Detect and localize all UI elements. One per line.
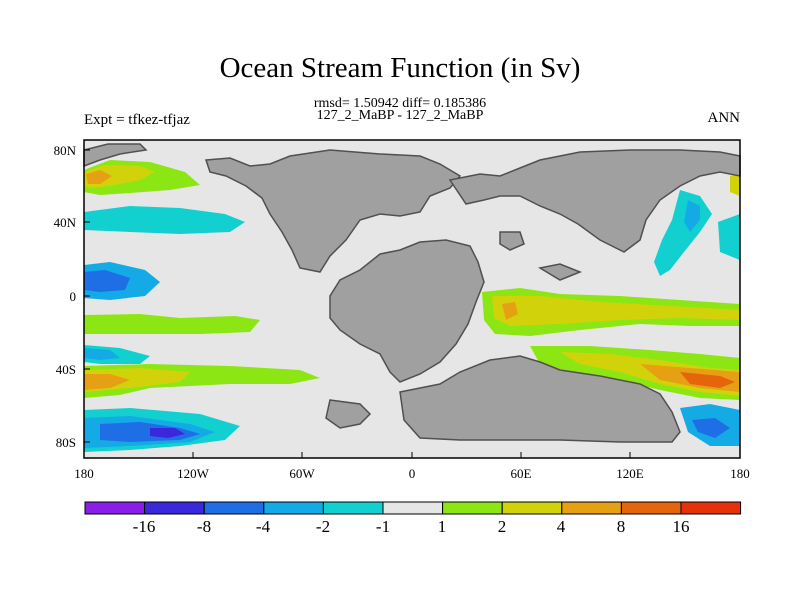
land-patch xyxy=(204,149,462,273)
field-patch xyxy=(86,170,112,184)
field-patch xyxy=(684,200,700,232)
field-patch xyxy=(492,296,740,326)
colorbar-label: -1 xyxy=(376,517,390,536)
x-tick-label: 180 xyxy=(730,466,750,481)
field-patch xyxy=(692,418,730,438)
colorbar-swatch xyxy=(620,501,682,515)
x-tick-label: 60W xyxy=(289,466,315,481)
x-axis-ticks xyxy=(83,452,741,458)
subtitle: 127_2_MaBP - 127_2_MaBP xyxy=(316,108,484,123)
land-patch xyxy=(448,149,741,253)
y-tick-label: 40N xyxy=(54,215,77,230)
colorbar-swatch xyxy=(322,501,384,515)
colorbar-label: -2 xyxy=(316,517,330,536)
y-tick-label: 80S xyxy=(56,435,76,450)
map-title: Ocean Stream Function (in Sv) xyxy=(219,52,581,84)
y-tick-label: 40S xyxy=(56,362,76,377)
land-patch xyxy=(537,263,583,281)
field-patch xyxy=(84,206,245,234)
y-tick-label: 0 xyxy=(70,289,77,304)
land-patch xyxy=(329,239,485,383)
x-tick-label: 120W xyxy=(177,466,210,481)
y-axis-labels: 80N 40N 0 40S 80S xyxy=(54,143,77,450)
colorbar-swatch xyxy=(84,501,146,515)
x-tick-label: 180 xyxy=(74,466,94,481)
field-patch xyxy=(150,428,185,438)
field-patch xyxy=(84,348,120,360)
colorbar-label: 8 xyxy=(617,517,626,536)
colorbar-swatch xyxy=(501,501,563,515)
colorbar-label: 16 xyxy=(673,517,690,536)
colorbar-swatch xyxy=(561,501,622,515)
field-patch xyxy=(84,374,130,390)
colorbar-label: -16 xyxy=(133,517,156,536)
y-tick-label: 80N xyxy=(54,143,77,158)
land-patch xyxy=(325,399,372,429)
field-patch xyxy=(84,270,130,292)
x-tick-label: 0 xyxy=(409,466,416,481)
stats-line: rmsd= 1.50942 diff= 0.185386 xyxy=(313,96,487,111)
colorbar-label: -4 xyxy=(256,517,271,536)
colorbar-label: 2 xyxy=(498,517,507,536)
colorbar-label: 4 xyxy=(557,517,566,536)
x-axis-labels: 180 120W 60W 0 60E 120E 180 xyxy=(74,466,750,481)
field-patch xyxy=(680,372,735,388)
field-patch xyxy=(502,302,518,320)
colorbar-swatch xyxy=(203,501,265,515)
colorbar-swatch xyxy=(382,501,444,515)
colorbar-swatch xyxy=(144,501,205,515)
land-patch xyxy=(399,355,681,443)
field-patch xyxy=(730,174,740,196)
x-tick-label: 120E xyxy=(616,466,644,481)
colorbar-swatch xyxy=(263,501,324,515)
land-patch xyxy=(83,143,148,168)
colorbar-label: -8 xyxy=(197,517,211,536)
land-masses xyxy=(83,143,741,443)
field-patch xyxy=(84,314,260,334)
field-patch xyxy=(718,214,740,260)
x-tick-label: 60E xyxy=(511,466,532,481)
land-patch xyxy=(499,231,525,251)
colorbar-label: 1 xyxy=(438,517,447,536)
colorbar-labels: -16 -8 -4 -2 -1 1 2 4 8 16 xyxy=(133,517,690,536)
colorbar-swatch xyxy=(680,501,742,515)
stream-function-field xyxy=(84,160,740,452)
y-axis-ticks xyxy=(84,149,90,443)
colorbar xyxy=(84,501,742,515)
colorbar-swatch xyxy=(442,501,503,515)
season-label: ANN xyxy=(707,110,741,126)
experiment-label: Expt = tfkez-tfjaz xyxy=(84,112,190,128)
